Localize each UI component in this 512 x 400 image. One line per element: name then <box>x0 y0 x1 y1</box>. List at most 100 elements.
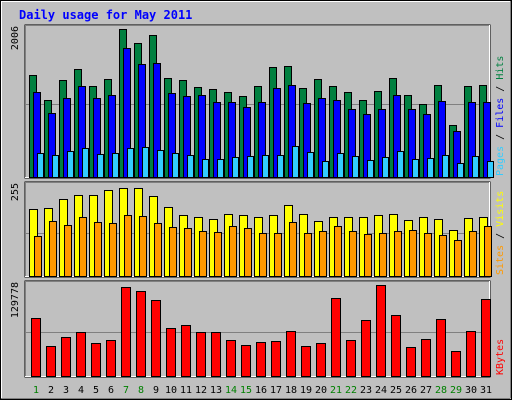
bar-kbytes-day-18 <box>286 331 296 377</box>
bar-pages-day-1 <box>37 153 44 178</box>
bar-kbytes-day-26 <box>406 347 416 377</box>
bar-sites-day-11 <box>184 228 192 277</box>
x-tick-label: 14 <box>225 385 237 396</box>
bar-kbytes-day-15 <box>241 345 251 377</box>
bar-kbytes-day-31 <box>481 299 491 377</box>
panel-kbytes: 129778 KBytes <box>10 280 506 378</box>
bar-pages-day-26 <box>412 159 419 178</box>
x-tick-label: 6 <box>108 385 114 396</box>
x-tick-label: 29 <box>450 385 462 396</box>
legend-item-hits: Hits <box>495 56 506 80</box>
x-tick-label: 27 <box>420 385 432 396</box>
bar-pages-day-11 <box>187 155 194 178</box>
x-tick-label: 25 <box>390 385 402 396</box>
bar-pages-day-7 <box>127 148 134 178</box>
bar-pages-day-27 <box>427 158 434 178</box>
bar-kbytes-day-13 <box>211 332 221 377</box>
bar-sites-day-16 <box>259 233 267 277</box>
bar-kbytes-day-2 <box>46 346 56 377</box>
y-max-label: 129778 <box>10 282 21 318</box>
bar-kbytes-day-6 <box>106 340 116 377</box>
bar-pages-day-16 <box>262 155 269 178</box>
bar-kbytes-day-8 <box>136 291 146 377</box>
bar-kbytes-day-28 <box>436 319 446 377</box>
panel-hits-files-pages: 2006 Pages / Files / Hits <box>10 24 506 179</box>
bar-pages-day-3 <box>67 151 74 178</box>
bar-pages-day-14 <box>232 157 239 178</box>
bar-kbytes-day-9 <box>151 300 161 377</box>
bar-pages-day-31 <box>487 161 494 178</box>
x-tick-label: 12 <box>195 385 207 396</box>
x-tick-label: 4 <box>78 385 84 396</box>
bar-sites-day-21 <box>334 226 342 277</box>
x-tick-label: 9 <box>153 385 159 396</box>
x-tick-label: 17 <box>270 385 282 396</box>
bar-kbytes-day-1 <box>31 318 41 377</box>
chart-panels: 2006 Pages / Files / Hits 255 Sites / Visit… <box>10 24 506 378</box>
x-tick-label: 8 <box>138 385 144 396</box>
bar-sites-day-18 <box>289 222 297 277</box>
bar-sites-day-9 <box>154 223 162 277</box>
bar-pages-day-21 <box>337 153 344 178</box>
legend-kbytes: KBytes <box>495 339 506 375</box>
bar-sites-day-1 <box>34 236 42 277</box>
bar-pages-day-25 <box>397 151 404 178</box>
bar-kbytes-day-22 <box>346 340 356 377</box>
bar-sites-day-12 <box>199 231 207 277</box>
bar-sites-day-31 <box>484 226 492 277</box>
x-tick-label: 15 <box>240 385 252 396</box>
bar-kbytes-day-20 <box>316 343 326 377</box>
bar-pages-day-10 <box>172 153 179 178</box>
bar-sites-day-3 <box>64 225 72 277</box>
bar-sites-day-4 <box>79 217 87 277</box>
x-tick-label: 2 <box>48 385 54 396</box>
panel-visits-sites: 255 Sites / Visits <box>10 181 506 278</box>
bar-pages-day-23 <box>367 160 374 178</box>
bar-pages-day-9 <box>157 150 164 178</box>
bar-pages-day-30 <box>472 156 479 178</box>
x-tick-label: 23 <box>360 385 372 396</box>
bar-sites-day-23 <box>364 234 372 277</box>
bar-sites-day-5 <box>94 222 102 277</box>
legend-visits-sites: Sites / Visits <box>495 191 506 275</box>
bar-sites-day-8 <box>139 216 147 277</box>
bar-pages-day-19 <box>307 152 314 178</box>
legend-item-files: Files <box>495 98 506 128</box>
bar-sites-day-7 <box>124 215 132 277</box>
bar-sites-day-14 <box>229 226 237 277</box>
bar-sites-day-20 <box>319 231 327 277</box>
x-tick-label: 16 <box>255 385 267 396</box>
bar-kbytes-day-25 <box>391 315 401 377</box>
bar-pages-day-2 <box>52 155 59 178</box>
y-max-label: 2006 <box>10 26 21 50</box>
bar-pages-day-18 <box>292 146 299 178</box>
bar-pages-day-29 <box>457 163 464 178</box>
legend-hits-files-pages: Pages / Files / Hits <box>495 56 506 176</box>
legend-item-sites: Sites <box>495 245 506 275</box>
bar-sites-day-26 <box>409 230 417 277</box>
bar-kbytes-day-10 <box>166 328 176 377</box>
bar-sites-day-22 <box>349 231 357 277</box>
bar-kbytes-day-5 <box>91 343 101 377</box>
bar-pages-day-6 <box>112 153 119 178</box>
x-tick-label: 7 <box>123 385 129 396</box>
x-axis-labels: 1 2 3 4 5 6 7 8 9 10 11 12 13 14 15 16 17 18 19 20 21 22 23 24 2… <box>33 385 492 396</box>
x-tick-label: 24 <box>375 385 387 396</box>
bar-pages-day-28 <box>442 155 449 178</box>
y-max-label: 255 <box>10 183 21 201</box>
legend-item-pages: Pages <box>495 146 506 176</box>
bar-sites-day-24 <box>379 233 387 277</box>
bar-pages-day-17 <box>277 155 284 178</box>
x-tick-label: 13 <box>210 385 222 396</box>
x-tick-label: 30 <box>465 385 477 396</box>
x-tick-label: 5 <box>93 385 99 396</box>
x-tick-label: 3 <box>63 385 69 396</box>
x-tick-label: 28 <box>435 385 447 396</box>
bar-kbytes-day-24 <box>376 285 386 377</box>
bar-sites-day-19 <box>304 233 312 277</box>
x-tick-label: 21 <box>330 385 342 396</box>
bar-kbytes-day-7 <box>121 287 131 377</box>
x-tick-label: 26 <box>405 385 417 396</box>
x-tick-label: 18 <box>285 385 297 396</box>
chart-title: Daily usage for May 2011 <box>19 8 192 22</box>
